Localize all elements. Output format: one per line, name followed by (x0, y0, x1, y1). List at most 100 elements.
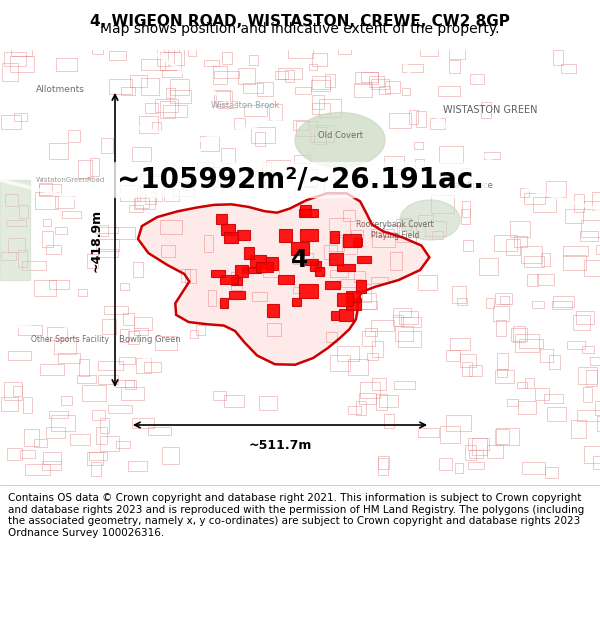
Bar (8, 351, 31, 360)
Bar (577, 410, 600, 421)
Bar (517, 382, 527, 388)
Text: Old Covert: Old Covert (317, 131, 362, 139)
Bar (47, 326, 67, 340)
Bar (446, 351, 460, 361)
Bar (326, 332, 337, 341)
Bar (221, 224, 235, 235)
Bar (418, 274, 437, 289)
Bar (244, 105, 267, 116)
Bar (416, 111, 425, 127)
Bar (139, 116, 158, 132)
Bar (355, 72, 377, 84)
Bar (256, 262, 273, 272)
Bar (266, 258, 278, 270)
Bar (393, 315, 403, 326)
Bar (299, 209, 319, 217)
Bar (134, 197, 155, 209)
Bar (92, 42, 103, 54)
Bar (160, 101, 175, 118)
Bar (0, 180, 30, 280)
Bar (469, 450, 483, 458)
Bar (512, 326, 525, 342)
Bar (299, 284, 319, 298)
Bar (136, 357, 151, 372)
Bar (211, 270, 224, 277)
Bar (34, 439, 47, 447)
Bar (496, 321, 506, 336)
Bar (7, 448, 22, 460)
Bar (293, 253, 313, 264)
Text: Rookerybank Covert
Playing Field: Rookerybank Covert Playing Field (356, 220, 434, 240)
Bar (267, 304, 278, 318)
Bar (167, 49, 184, 64)
Bar (164, 189, 179, 201)
Bar (54, 338, 76, 354)
Bar (49, 411, 68, 418)
Bar (1, 114, 21, 129)
Bar (109, 51, 125, 61)
Bar (190, 330, 199, 338)
Bar (378, 459, 388, 475)
Bar (304, 169, 317, 186)
Bar (134, 328, 148, 334)
Bar (97, 239, 119, 251)
Bar (376, 394, 387, 409)
Bar (120, 283, 129, 289)
Bar (481, 102, 491, 118)
Bar (310, 261, 321, 271)
Ellipse shape (400, 200, 460, 240)
Bar (389, 114, 410, 128)
Bar (330, 355, 350, 371)
Text: Allotments: Allotments (35, 86, 85, 94)
Bar (565, 209, 583, 223)
Bar (401, 218, 412, 230)
Bar (170, 89, 191, 102)
Bar (524, 194, 545, 204)
Bar (527, 274, 538, 286)
Bar (249, 171, 274, 188)
Bar (343, 210, 355, 221)
Bar (145, 192, 155, 204)
Bar (311, 102, 331, 114)
Bar (518, 401, 536, 414)
Bar (398, 331, 421, 347)
Bar (125, 381, 136, 389)
Bar (413, 142, 424, 149)
Bar (102, 319, 116, 334)
Bar (595, 401, 600, 415)
Bar (255, 132, 265, 146)
Bar (8, 238, 25, 251)
Bar (38, 184, 61, 196)
Bar (2, 63, 17, 81)
Bar (439, 458, 452, 471)
Bar (431, 195, 454, 212)
Bar (124, 313, 134, 325)
Bar (173, 182, 194, 196)
Bar (23, 429, 39, 446)
Bar (360, 382, 380, 398)
Bar (56, 58, 77, 71)
Bar (329, 231, 339, 242)
Text: 4, WIGEON ROAD, WISTASTON, CREWE, CW2 8GP: 4, WIGEON ROAD, WISTASTON, CREWE, CW2 8G… (90, 14, 510, 29)
Bar (160, 220, 182, 234)
Bar (356, 281, 367, 294)
Bar (13, 386, 22, 396)
Bar (61, 396, 72, 406)
Bar (514, 236, 527, 247)
Bar (295, 156, 310, 163)
Bar (446, 415, 471, 431)
Bar (263, 261, 280, 277)
Bar (402, 88, 410, 94)
Bar (583, 387, 592, 402)
Text: Other Sports Facility: Other Sports Facility (31, 336, 109, 344)
Bar (524, 256, 544, 267)
Bar (371, 79, 389, 89)
Bar (18, 325, 42, 335)
Bar (493, 306, 509, 321)
Bar (521, 246, 542, 262)
Bar (43, 452, 61, 464)
Polygon shape (138, 193, 430, 365)
Bar (6, 220, 26, 226)
Bar (87, 452, 103, 464)
Bar (455, 463, 463, 473)
